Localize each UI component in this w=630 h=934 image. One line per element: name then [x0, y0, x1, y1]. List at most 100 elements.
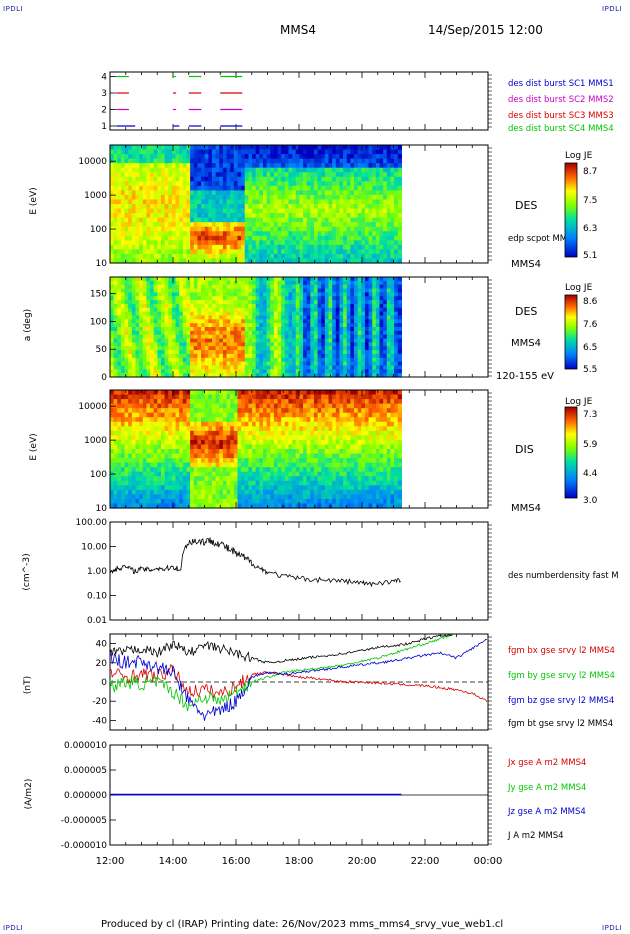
heatmap-cell [186, 417, 191, 423]
heatmap-cell [299, 231, 304, 237]
heatmap-cell [379, 353, 384, 359]
heatmap-cell [117, 284, 122, 290]
heatmap-cell [292, 357, 297, 363]
heatmap-cell [383, 226, 388, 232]
heatmap-cell [357, 194, 362, 201]
heatmap-cell [295, 369, 300, 374]
heatmap-cell [284, 303, 290, 309]
heatmap-cell [357, 163, 362, 169]
heatmap-cell [292, 369, 297, 374]
heatmap-cell [368, 185, 373, 191]
heatmap-cell [244, 361, 249, 367]
heatmap-cell [317, 346, 322, 351]
heatmap-cell [131, 480, 137, 486]
heatmap-cell [343, 176, 348, 182]
heatmap-cell [379, 338, 384, 343]
heatmap-cell [321, 249, 326, 255]
heatmap-cell [248, 145, 253, 151]
heatmap-cell [120, 280, 126, 286]
heatmap-cell [157, 199, 162, 205]
heatmap-cell [372, 240, 377, 246]
heatmap-cell [190, 408, 195, 414]
heatmap-cell [233, 284, 239, 290]
heatmap-cell [135, 249, 140, 255]
heatmap-cell [295, 300, 300, 305]
heatmap-cell [219, 330, 224, 336]
heatmap-cell [120, 204, 126, 210]
heatmap-cell [204, 330, 209, 336]
heatmap-cell [270, 222, 275, 228]
heatmap-cell [383, 311, 388, 317]
heatmap-cell [175, 176, 180, 182]
heatmap-cell [310, 361, 315, 367]
heatmap-cell [299, 249, 304, 255]
legend-burst-sc2: des dist burst SC2 MMS2 [508, 95, 614, 105]
heatmap-cell [255, 176, 260, 182]
heatmap-cell [201, 208, 206, 214]
heatmap-cell [117, 240, 122, 246]
heatmap-cell [164, 439, 169, 446]
heatmap-cell [241, 357, 246, 363]
heatmap-cell [168, 476, 173, 482]
heatmap-cell [288, 311, 293, 317]
heatmap-cell [175, 390, 180, 396]
heatmap-cell [292, 311, 297, 317]
heatmap-cell [259, 208, 264, 214]
heatmap-cell [222, 330, 228, 336]
heatmap-cell [164, 296, 169, 301]
colorbar1-tick: 7.5 [583, 196, 598, 206]
heatmap-cell [153, 226, 158, 232]
heatmap-cell [281, 361, 286, 367]
heatmap-cell [354, 145, 359, 151]
heatmap-cell [175, 408, 180, 414]
heatmap-cell [211, 462, 217, 468]
heatmap-cell [270, 319, 275, 324]
heatmap-cell [186, 244, 191, 250]
heatmap-cell [394, 330, 399, 336]
heatmap-cell [230, 280, 235, 286]
heatmap-cell [219, 296, 224, 301]
heatmap-cell [343, 357, 348, 363]
heatmap-cell [175, 253, 180, 260]
heatmap-cell [368, 176, 373, 182]
heatmap-cell [222, 145, 228, 151]
heatmap-cell [117, 222, 122, 228]
heatmap-cell [135, 357, 140, 363]
heatmap-cell [128, 163, 133, 169]
heatmap-cell [292, 296, 297, 301]
heatmap-cell [219, 399, 224, 405]
heatmap-cell [328, 350, 333, 355]
heatmap-cell [204, 462, 209, 468]
heatmap-cell [182, 194, 188, 201]
heatmap-cell [179, 449, 184, 455]
heatmap-cell [215, 369, 220, 374]
heatmap-cell [135, 190, 140, 196]
heatmap-cell [233, 167, 239, 173]
heatmap-cell [237, 222, 242, 228]
heatmap-cell [266, 315, 271, 320]
heatmap-cell [357, 323, 362, 328]
heatmap-cell [120, 253, 126, 260]
heatmap-cell [313, 319, 319, 324]
heatmap-cell [160, 300, 166, 305]
heatmap-cell [357, 240, 362, 246]
heatmap-cell [241, 199, 246, 205]
heatmap-cell [142, 417, 148, 423]
heatmap-cell [193, 458, 199, 464]
heatmap-cell [204, 231, 209, 237]
heatmap-cell [252, 167, 257, 173]
heatmap-cell [266, 240, 271, 246]
heatmap-cell [390, 213, 395, 219]
heatmap-cell [386, 280, 392, 286]
heatmap-cell [313, 158, 319, 164]
heatmap-cell [160, 280, 166, 286]
heatmap-cell [211, 350, 217, 355]
heatmap-cell [168, 149, 173, 155]
heatmap-cell [328, 288, 333, 293]
heatmap-cell [146, 319, 151, 324]
heatmap-cell [306, 167, 311, 173]
heatmap-cell [255, 284, 260, 290]
heatmap-cell [146, 489, 151, 495]
heatmap-cell [124, 403, 129, 409]
heatmap-cell [211, 390, 217, 396]
